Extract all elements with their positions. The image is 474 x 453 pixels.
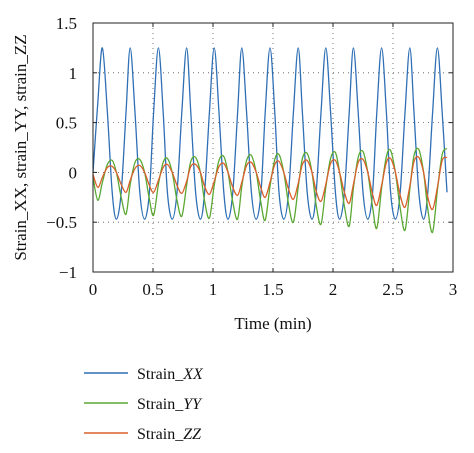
x-tick-label: 2 (329, 280, 338, 299)
y-tick-label: 0 (69, 163, 78, 182)
x-tick-label: 1 (209, 280, 218, 299)
y-tick-label: 0.5 (56, 114, 77, 133)
x-tick-label: 2.5 (382, 280, 403, 299)
series-line-strain-zz (92, 155, 448, 211)
x-tick-label: 0 (89, 280, 98, 299)
tick-labels: 0 0.5 1 1.5 2 2.5 3 −1 −0.5 0 0.5 1 1.5 (46, 14, 457, 299)
legend-label: Strain_XX (137, 366, 204, 383)
legend: Strain_XX Strain_YY Strain_ZZ (84, 366, 204, 443)
series-line-strain-yy (92, 147, 448, 234)
y-axis-label: Strain_XX, strain_YY, strain_ZZ (11, 34, 30, 260)
grid-lines (93, 23, 453, 272)
axis-ticks (92, 22, 454, 273)
x-tick-label: 3 (449, 280, 458, 299)
series-lines (92, 47, 448, 234)
y-tick-label: −1 (59, 263, 77, 282)
series-line-strain-xx (92, 47, 448, 220)
x-tick-label: 0.5 (142, 280, 163, 299)
y-tick-label: 1 (69, 64, 78, 83)
legend-label: Strain_YY (137, 396, 203, 413)
y-tick-label: 1.5 (56, 14, 77, 33)
y-tick-label: −0.5 (46, 213, 77, 232)
x-axis-label: Time (min) (234, 314, 311, 333)
plot-frame (92, 22, 454, 273)
legend-label: Strain_ZZ (137, 426, 202, 443)
x-tick-label: 1.5 (262, 280, 283, 299)
